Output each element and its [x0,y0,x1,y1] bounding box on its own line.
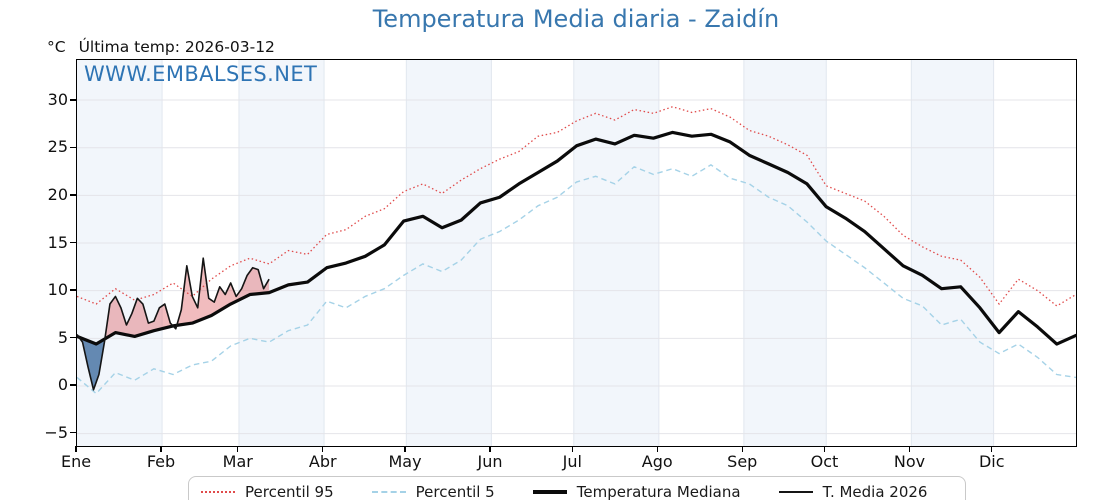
plot-canvas [77,60,1076,446]
y-tick-mark [70,289,76,291]
x-tick-mark [823,446,826,452]
y-tick-label: 25 [47,137,68,157]
legend-swatch-icon [778,491,813,493]
y-tick-mark [70,99,76,101]
x-tick-label: Jul [562,452,582,471]
y-tick-mark [70,431,76,434]
x-tick-label: Nov [893,452,926,471]
y-tick-mark [70,384,76,386]
legend-swatch-icon [371,491,406,493]
y-tick-label: 0 [57,375,68,395]
x-tick-label: Jun [477,452,503,471]
plot-area: WWW.EMBALSES.NET [76,59,1077,447]
percentil-95-line [77,106,1076,307]
mediana-line [77,130,1076,346]
x-tick-label: Ene [60,452,92,471]
x-tick-mark [991,446,993,452]
y-tick-mark [70,146,76,149]
legend-item-percentil-5: Percentil 5 [371,483,495,500]
month-band [911,60,994,446]
x-tick-label: Feb [146,452,176,471]
y-axis-units-label: °C [47,38,66,56]
x-tick-mark [75,446,77,452]
x-tick-label: Dic [978,452,1005,471]
month-band [406,60,492,446]
watermark: WWW.EMBALSES.NET [84,62,318,86]
y-tick-label: 5 [57,327,68,347]
x-tick-mark [656,446,658,452]
x-tick-label: Ago [641,452,673,471]
legend-swatch-icon [201,491,235,493]
month-band [238,60,325,446]
chart-title: Temperatura Media diaria - Zaidín [372,5,780,33]
y-tick-mark [70,241,76,244]
month-band [573,60,659,446]
y-tick-label: 10 [47,280,68,300]
last-temp-label: Última temp: 2026-03-12 [78,38,275,56]
x-tick-label: Mar [222,452,253,471]
y-tick-label: 15 [47,232,68,252]
x-tick-label: Abr [308,452,337,471]
y-tick-label: 20 [47,184,68,204]
month-band [743,60,827,446]
x-tick-label: May [388,452,422,471]
y-tick-label: 30 [47,89,68,109]
legend-label: Percentil 5 [415,483,495,500]
month-band [77,60,163,446]
y-tick-mark [70,336,76,339]
legend-label: Temperatura Mediana [576,483,741,500]
y-tick-mark [70,194,76,196]
legend-item-t-media-2026: T. Media 2026 [778,483,928,500]
legend: Percentil 95 Percentil 5 Temperatura Media… [188,476,966,500]
x-tick-mark [404,446,406,452]
legend-label: Percentil 95 [245,483,334,500]
x-tick-label: Sep [727,452,758,471]
y-tick-label: −5 [44,422,68,442]
percentil-5-line [77,164,1076,395]
legend-swatch-icon [532,490,567,494]
x-tick-mark [571,446,573,452]
t-media-2026-line [77,257,270,391]
x-tick-mark [908,446,911,452]
x-tick-label: Oct [810,452,839,471]
legend-label: T. Media 2026 [822,483,928,500]
chart-header: °C Última temp: 2026-03-12 [47,38,275,56]
legend-item-temperatura-mediana: Temperatura Mediana [532,483,741,500]
x-tick-mark [489,446,491,452]
x-tick-mark [160,446,162,452]
x-tick-mark [741,446,743,452]
x-tick-mark [237,446,239,452]
legend-item-percentil-95: Percentil 95 [201,483,334,500]
x-tick-mark [322,446,324,452]
